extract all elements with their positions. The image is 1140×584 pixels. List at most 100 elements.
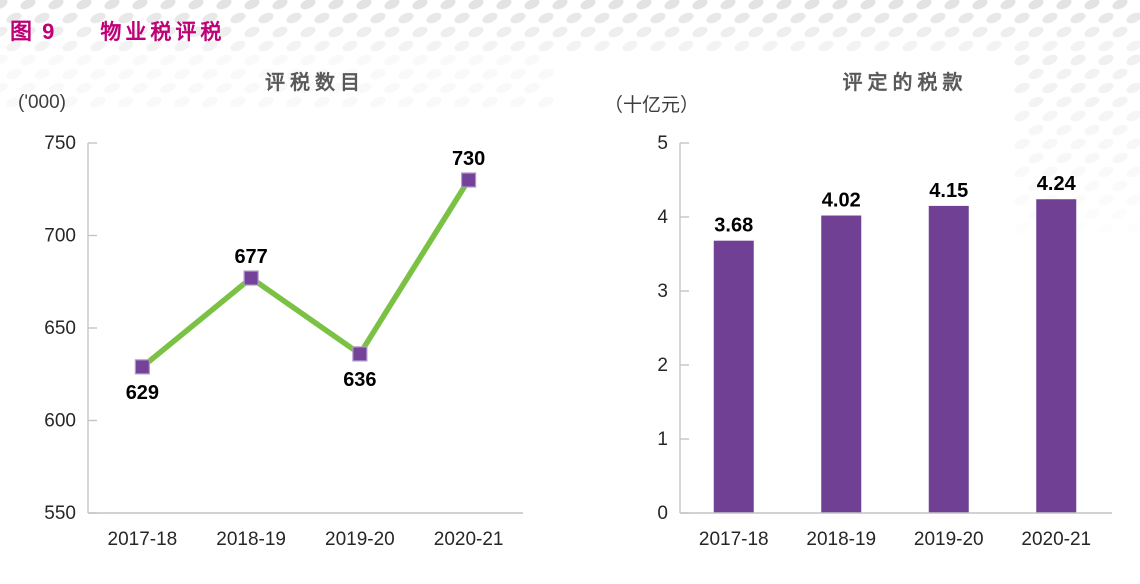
dot — [398, 68, 414, 80]
dot — [412, 82, 428, 94]
dot — [216, 26, 232, 38]
dot — [1070, 166, 1086, 178]
dot — [1042, 138, 1058, 150]
dot — [454, 40, 470, 52]
dot — [328, 0, 344, 10]
dot — [916, 0, 932, 10]
dot — [1112, 124, 1128, 136]
dot — [1014, 222, 1030, 234]
dot — [160, 0, 176, 10]
dot — [1126, 166, 1140, 178]
bar-chart-y-tick-label: 5 — [657, 133, 668, 154]
dot — [1014, 138, 1030, 150]
dot — [412, 26, 428, 38]
dot — [426, 12, 442, 24]
dot — [160, 82, 176, 94]
dot — [104, 26, 120, 38]
dot — [1056, 26, 1072, 38]
dot — [678, 12, 694, 24]
dot — [650, 40, 666, 52]
dot — [90, 40, 106, 52]
dot — [846, 40, 862, 52]
dot — [1028, 0, 1044, 10]
dot — [454, 68, 470, 80]
dot — [272, 26, 288, 38]
line-chart-unit-label: ('000) — [18, 92, 66, 113]
dot — [748, 26, 764, 38]
dot — [370, 68, 386, 80]
line-chart-x-category-label: 2019-20 — [325, 529, 395, 550]
line-chart-y-tick-label: 700 — [44, 226, 76, 247]
dot — [20, 26, 36, 38]
line-chart-y-tick-label: 550 — [44, 503, 76, 524]
dot — [202, 40, 218, 52]
dot — [510, 68, 526, 80]
dot — [1014, 40, 1030, 52]
dot — [62, 68, 78, 80]
dot — [650, 12, 666, 24]
bar-chart-y-tick-label: 4 — [657, 207, 668, 228]
dot — [300, 82, 316, 94]
dot — [832, 0, 848, 10]
dot — [160, 26, 176, 38]
dot — [342, 96, 358, 108]
data-point-marker — [461, 172, 477, 188]
data-point-label: 636 — [343, 369, 376, 391]
dot — [622, 40, 638, 52]
dot — [902, 40, 918, 52]
dot — [244, 54, 260, 66]
dot — [720, 26, 736, 38]
dot — [258, 96, 274, 108]
dot — [216, 54, 232, 66]
dot — [1098, 12, 1114, 24]
dot — [272, 82, 288, 94]
dot — [104, 0, 120, 10]
dot — [580, 0, 596, 10]
dot — [188, 82, 204, 94]
bar-chart-y-tick-label: 3 — [657, 281, 668, 302]
line-chart: 550 600 650 700 750 2017-18 2018-19 2019-20 2020… — [44, 133, 523, 550]
dot — [62, 12, 78, 24]
dot — [216, 82, 232, 94]
dot — [692, 0, 708, 10]
dot — [202, 12, 218, 24]
dot — [1084, 180, 1100, 192]
dot — [832, 26, 848, 38]
dot — [1014, 166, 1030, 178]
dot — [1028, 96, 1044, 108]
dot — [1126, 12, 1140, 24]
data-point-label: 677 — [234, 246, 267, 268]
bar-chart-y-tick-label: 1 — [657, 429, 668, 450]
dot — [1070, 82, 1086, 94]
dot — [1112, 152, 1128, 164]
dot — [300, 0, 316, 10]
dot — [888, 26, 904, 38]
dot — [216, 0, 232, 10]
dot — [1098, 166, 1114, 178]
dot — [538, 40, 554, 52]
dot — [1042, 54, 1058, 66]
dot — [972, 26, 988, 38]
dot — [0, 26, 8, 38]
dot — [342, 40, 358, 52]
dot — [20, 0, 36, 10]
data-point-marker — [352, 346, 368, 362]
dot — [398, 96, 414, 108]
dot — [1042, 166, 1058, 178]
dot — [1014, 82, 1030, 94]
dot — [552, 0, 568, 10]
dot — [1028, 152, 1044, 164]
dot — [916, 26, 932, 38]
dot — [146, 96, 162, 108]
bar-chart-x-category-label: 2019-20 — [914, 529, 984, 550]
dot — [608, 26, 624, 38]
dot — [804, 0, 820, 10]
dot — [314, 40, 330, 52]
dot — [874, 40, 890, 52]
dot — [692, 26, 708, 38]
dot — [538, 68, 554, 80]
dot — [1084, 124, 1100, 136]
dot — [482, 96, 498, 108]
bar — [928, 205, 969, 513]
